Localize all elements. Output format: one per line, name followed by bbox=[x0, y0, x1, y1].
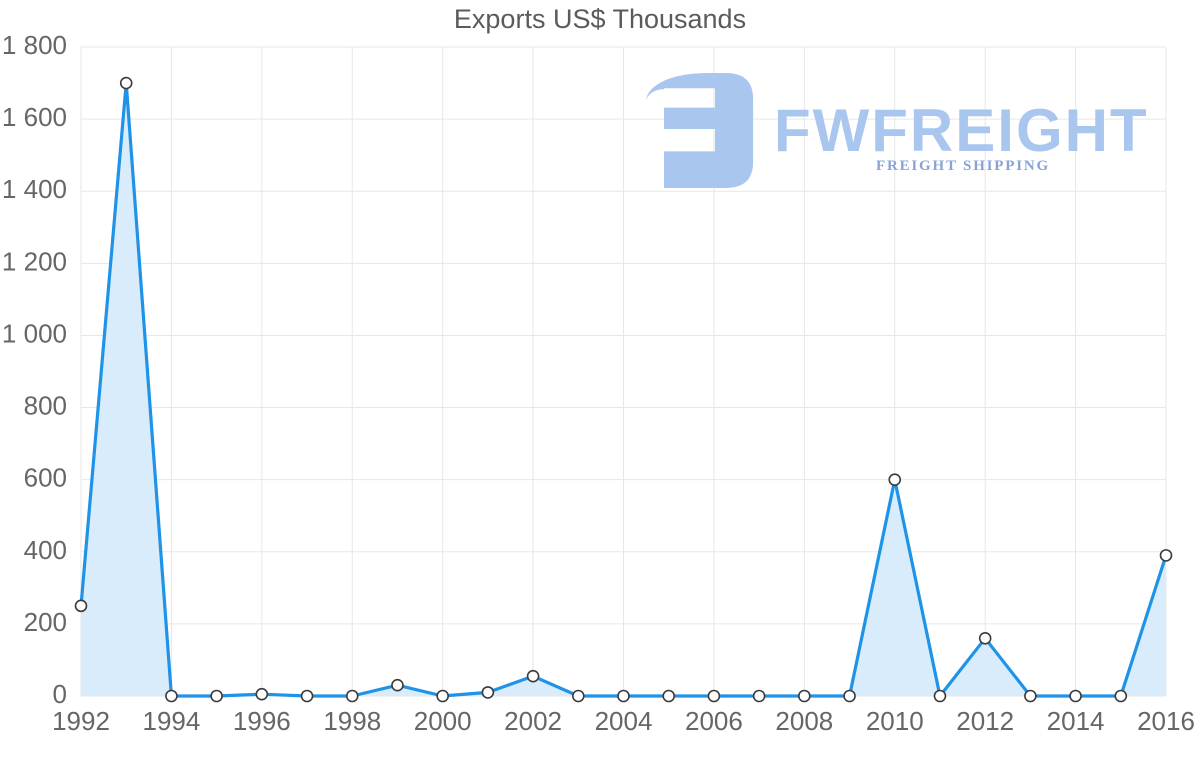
svg-text:2002: 2002 bbox=[504, 706, 562, 736]
svg-text:0: 0 bbox=[53, 679, 67, 709]
svg-text:2014: 2014 bbox=[1047, 706, 1105, 736]
svg-text:1998: 1998 bbox=[323, 706, 381, 736]
svg-text:1994: 1994 bbox=[142, 706, 200, 736]
svg-text:2008: 2008 bbox=[775, 706, 833, 736]
svg-text:2006: 2006 bbox=[685, 706, 743, 736]
svg-text:2000: 2000 bbox=[414, 706, 472, 736]
svg-text:1 400: 1 400 bbox=[2, 174, 67, 204]
svg-text:200: 200 bbox=[24, 607, 67, 637]
svg-text:400: 400 bbox=[24, 535, 67, 565]
svg-text:1992: 1992 bbox=[52, 706, 110, 736]
svg-text:2016: 2016 bbox=[1137, 706, 1195, 736]
svg-text:800: 800 bbox=[24, 391, 67, 421]
svg-text:600: 600 bbox=[24, 463, 67, 493]
svg-text:1 000: 1 000 bbox=[2, 318, 67, 348]
svg-text:2012: 2012 bbox=[956, 706, 1014, 736]
svg-text:1 200: 1 200 bbox=[2, 246, 67, 276]
svg-text:1996: 1996 bbox=[233, 706, 291, 736]
svg-text:2010: 2010 bbox=[866, 706, 924, 736]
svg-text:1 600: 1 600 bbox=[2, 102, 67, 132]
svg-text:2004: 2004 bbox=[595, 706, 653, 736]
